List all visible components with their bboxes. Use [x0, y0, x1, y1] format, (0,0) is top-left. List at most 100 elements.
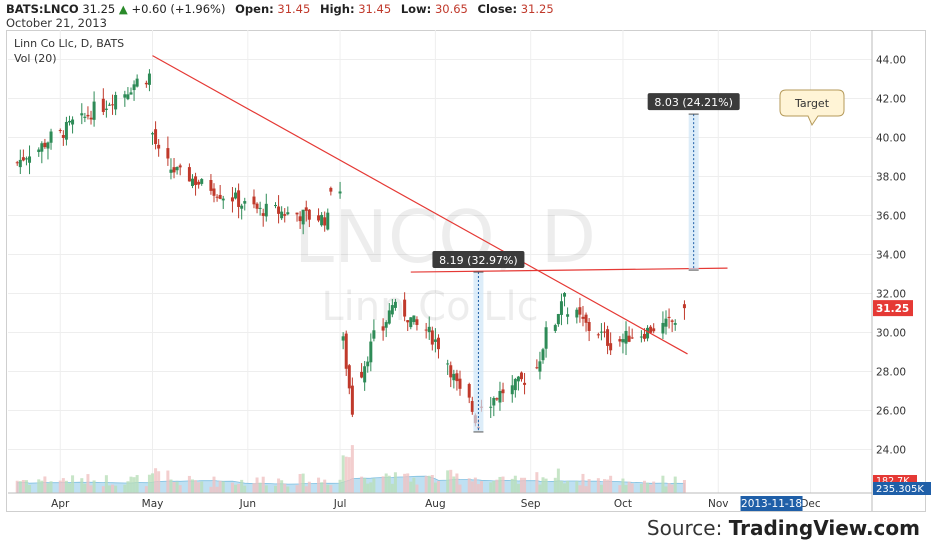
volume-bar	[89, 485, 93, 493]
volume-small-label: 182.7K	[876, 476, 910, 487]
volume-bar	[430, 475, 434, 493]
volume-bar	[563, 483, 567, 493]
candle-body	[129, 92, 133, 95]
target-callout-label: Target	[794, 97, 830, 110]
measure-label-box	[647, 93, 740, 111]
candles-layer	[15, 69, 686, 431]
close-value: 31.25	[520, 2, 554, 16]
candle-body	[538, 361, 542, 372]
volume-bar	[381, 476, 385, 493]
volume-bar	[596, 478, 600, 493]
volume-bar	[541, 477, 545, 493]
volume-bar	[215, 486, 219, 493]
candle-body	[661, 322, 665, 334]
volume-bar	[384, 473, 388, 493]
volume-bar	[49, 481, 53, 493]
volume-bar	[166, 470, 170, 493]
volume-bar	[323, 479, 327, 493]
candle-body	[178, 165, 182, 168]
candle-body	[630, 337, 634, 339]
candle-body	[80, 113, 84, 116]
candle-body	[323, 217, 327, 226]
candle-body	[409, 317, 413, 328]
volume-bar	[151, 473, 155, 493]
volume-bar	[473, 477, 477, 493]
change: +0.60 (+1.96%)	[131, 2, 226, 16]
volume-bar	[538, 484, 542, 493]
drawings-layer: 8.19 (32.97%) 8.03 (24.21%) Target	[152, 55, 845, 433]
volume-bar	[187, 475, 191, 493]
quote-line: BATS:LNCO 31.25 ▲ +0.60 (+1.96%) Open: 3…	[6, 2, 554, 16]
candle-body	[535, 367, 539, 369]
candle-body	[369, 341, 373, 363]
volume-bar	[28, 484, 32, 493]
volume-bar	[240, 479, 244, 493]
candle-body	[298, 216, 302, 222]
candle-body	[609, 343, 613, 351]
volume-bar	[58, 480, 62, 493]
volume-bar	[667, 483, 671, 493]
candle-body	[664, 318, 668, 327]
volume-bar	[154, 468, 158, 493]
candle-body	[307, 209, 311, 220]
volume-bar	[372, 478, 376, 493]
y-tick-label: 38.00	[876, 172, 906, 184]
candle-body	[104, 108, 108, 110]
candle-body	[682, 304, 686, 309]
candle-body	[452, 373, 456, 381]
candle-body	[360, 371, 364, 378]
candle-body	[46, 142, 50, 149]
candle-body	[92, 101, 96, 120]
candle-body	[200, 179, 204, 184]
candle-body	[218, 194, 222, 199]
volume-bar	[234, 484, 238, 493]
candle-body	[470, 401, 474, 412]
candle-body	[467, 384, 471, 398]
candle-body	[513, 379, 517, 391]
volume-bar	[480, 481, 484, 493]
candle-body	[209, 180, 213, 191]
candle-body	[596, 334, 600, 336]
volume-bar	[501, 476, 505, 493]
candle-body	[556, 313, 560, 325]
candle-body	[501, 389, 505, 394]
volume-bar	[516, 483, 520, 493]
volume-bar	[559, 480, 563, 493]
volume-bar	[360, 476, 364, 493]
volume-bar	[415, 484, 419, 493]
chart-frame[interactable]	[6, 30, 926, 512]
volume-bar	[200, 481, 204, 493]
candle-body	[455, 373, 459, 382]
volume-bar	[492, 480, 496, 493]
volume-bar	[298, 474, 302, 493]
candle-body	[599, 331, 603, 333]
volume-bar	[80, 478, 84, 493]
volume-bar	[83, 483, 87, 493]
candle-body	[255, 203, 259, 209]
candle-body	[403, 299, 407, 317]
candle-body	[261, 213, 265, 216]
volume-bar	[639, 483, 643, 493]
candle-body	[172, 167, 176, 173]
volume-bar	[670, 484, 674, 493]
volume-bar	[175, 481, 179, 493]
volume-bar	[510, 478, 514, 493]
candle-body	[175, 166, 179, 171]
volume-bar	[274, 485, 278, 493]
volume-bar	[338, 479, 342, 493]
candle-body	[498, 390, 502, 403]
candle-body	[212, 188, 216, 196]
measure-label: 8.03 (24.21%)	[654, 96, 733, 109]
volume-bar	[661, 475, 665, 493]
volume-label: 235.305K	[876, 484, 924, 495]
volume-bar	[107, 485, 111, 493]
candle-body	[446, 363, 450, 365]
x-tick-label: Sep	[521, 498, 541, 510]
volume-bar	[433, 482, 437, 493]
candle-body	[350, 385, 354, 415]
volume-bar	[347, 457, 351, 493]
volume-bar	[37, 479, 41, 493]
price-axis[interactable]: 24.00 26.00 28.00 30.00 32.00 34.00 36.00 38.00…	[871, 30, 931, 511]
